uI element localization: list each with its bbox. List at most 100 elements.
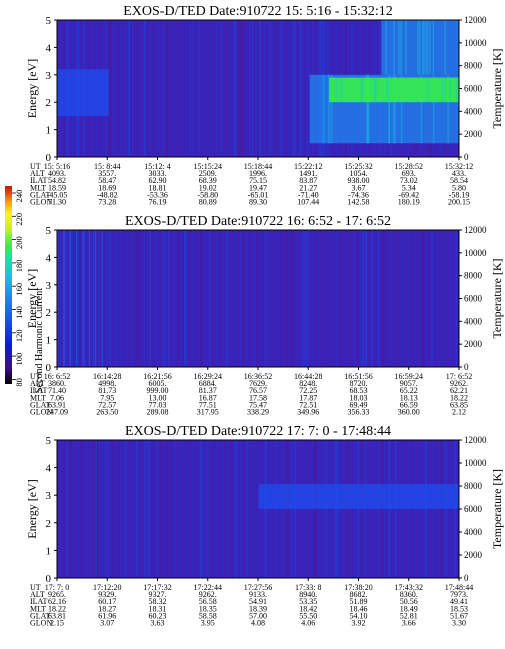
- y2-tick-label: 12000: [464, 15, 487, 25]
- heatmap-streak: [254, 230, 256, 367]
- ephemeris-cell: -45.05: [47, 190, 68, 199]
- ephemeris-cell: 3557.: [98, 169, 116, 178]
- heatmap-streak: [322, 74, 325, 144]
- ephemeris-cell: 21.27: [299, 183, 317, 192]
- ephemeris-row-label: GLAT: [30, 400, 51, 409]
- ephemeris-cell: 16: 6:52: [44, 372, 70, 381]
- ephemeris-cell: 7629.: [249, 379, 267, 388]
- ephemeris-row-label: MLT: [30, 393, 46, 402]
- ephemeris-cell: 16:51:56: [344, 372, 372, 381]
- heatmap-streak: [421, 20, 424, 75]
- heatmap-streak: [241, 20, 244, 157]
- heatmap-streak: [255, 20, 258, 157]
- heatmap-streak: [68, 230, 71, 367]
- y-tick-label: 0: [46, 573, 52, 585]
- y-tick-label: 1: [46, 335, 52, 347]
- heatmap-streak: [395, 230, 398, 367]
- ephemeris-cell: 56.58: [199, 597, 217, 606]
- heatmap-streak: [331, 230, 333, 367]
- ephemeris-cell: 73.28: [98, 198, 116, 207]
- ephemeris-cell: 17:48:44: [445, 583, 473, 592]
- heatmap-streak: [200, 230, 203, 367]
- ephemeris-cell: -71.40: [298, 190, 319, 199]
- y-axis-label: Energy [eV]: [25, 269, 39, 328]
- ephemeris-row-label: ALT: [30, 379, 45, 388]
- ephemeris-cell: 18.39: [249, 604, 267, 613]
- heatmap-streak: [240, 20, 243, 157]
- ephemeris-cell: 61.96: [98, 611, 116, 620]
- heatmap-streak: [127, 20, 131, 157]
- heatmap-streak: [183, 230, 187, 367]
- heatmap-streak: [405, 20, 407, 75]
- y-axis-label: Energy [eV]: [25, 59, 39, 118]
- heatmap-streak: [335, 77, 338, 103]
- heatmap-streak: [291, 230, 294, 367]
- panel-title: EXOS-D/TED Date:910722 17: 7: 0 - 17:48:…: [125, 424, 391, 439]
- heatmap-streak: [279, 20, 282, 157]
- heatmap-streak: [144, 440, 147, 578]
- heatmap-streak: [374, 77, 377, 103]
- ephemeris-cell: 76.19: [149, 198, 167, 207]
- heatmap-streak: [241, 230, 245, 367]
- ephemeris-cell: -48.82: [97, 190, 118, 199]
- y-tick-label: 0: [46, 362, 52, 374]
- ephemeris-row-label: MLT: [30, 183, 46, 192]
- heatmap-streak: [110, 440, 113, 578]
- heatmap-streak: [371, 230, 374, 367]
- heatmap-streak: [299, 20, 302, 157]
- ephemeris-cell: 58.58: [199, 611, 217, 620]
- heatmap-streak: [395, 230, 397, 367]
- ephemeris-cell: 6005.: [149, 379, 167, 388]
- colorbar-tick-label: 80: [14, 378, 24, 387]
- ephemeris-cell: 62.90: [149, 176, 167, 185]
- ephemeris-row-label: GLON: [30, 619, 52, 628]
- ephemeris-cell: 17:33: 8: [295, 583, 321, 592]
- heatmap-streak: [166, 440, 169, 578]
- heatmap-streak: [242, 230, 244, 367]
- ephemeris-cell: 338.29: [247, 408, 269, 417]
- y2-tick-label: 8000: [464, 61, 483, 71]
- heatmap-streak: [333, 230, 335, 367]
- y-tick-label: 5: [46, 225, 52, 237]
- panel-3: EXOS-D/TED Date:910722 17: 7: 0 - 17:48:…: [25, 424, 504, 628]
- colorbar-tick-label: 220: [14, 213, 24, 226]
- ephemeris-cell: 75.47: [249, 400, 267, 409]
- ephemeris-row-label: MLT: [30, 604, 46, 613]
- y-tick-label: 3: [46, 490, 52, 502]
- ephemeris-cell: 63.91: [48, 400, 66, 409]
- ephemeris-cell: 51.89: [350, 597, 368, 606]
- heatmap-streak: [362, 230, 365, 367]
- heatmap-streak: [422, 230, 425, 367]
- ephemeris-row-label: ILAT: [30, 386, 47, 395]
- heatmap-streak: [302, 230, 305, 367]
- heatmap-streak: [118, 440, 120, 578]
- heatmap-streak: [233, 20, 237, 157]
- heatmap-feature: [258, 484, 459, 509]
- heatmap-streak: [238, 20, 240, 157]
- ephemeris-cell: 17:38:20: [344, 583, 372, 592]
- heatmap-streak: [68, 440, 70, 578]
- heatmap-streak: [95, 230, 98, 367]
- y2-tick-label: 6000: [464, 294, 483, 304]
- ephemeris-row-label: GLON: [30, 408, 52, 417]
- ephemeris-cell: 15:12: 4: [144, 162, 170, 171]
- heatmap-streak: [367, 74, 370, 144]
- heatmap-streak: [367, 74, 369, 144]
- ephemeris-cell: 89.30: [249, 198, 267, 207]
- ephemeris-row-label: GLAT: [30, 190, 51, 199]
- ephemeris-cell: 3.95: [201, 619, 215, 628]
- ephemeris-cell: 81.37: [199, 386, 217, 395]
- ephemeris-cell: 54.10: [350, 611, 368, 620]
- ephemeris-cell: 72.51: [299, 400, 317, 409]
- ephemeris-cell: 3033.: [149, 169, 167, 178]
- heatmap-streak: [382, 230, 385, 367]
- heatmap-streak: [210, 440, 213, 578]
- ephemeris-cell: 180.19: [398, 198, 420, 207]
- heatmap-streak: [265, 230, 267, 367]
- ephemeris-cell: 16:14:28: [93, 372, 121, 381]
- heatmap-streak: [154, 230, 156, 367]
- heatmap-feature: [101, 230, 103, 367]
- y-tick-label: 4: [46, 463, 52, 475]
